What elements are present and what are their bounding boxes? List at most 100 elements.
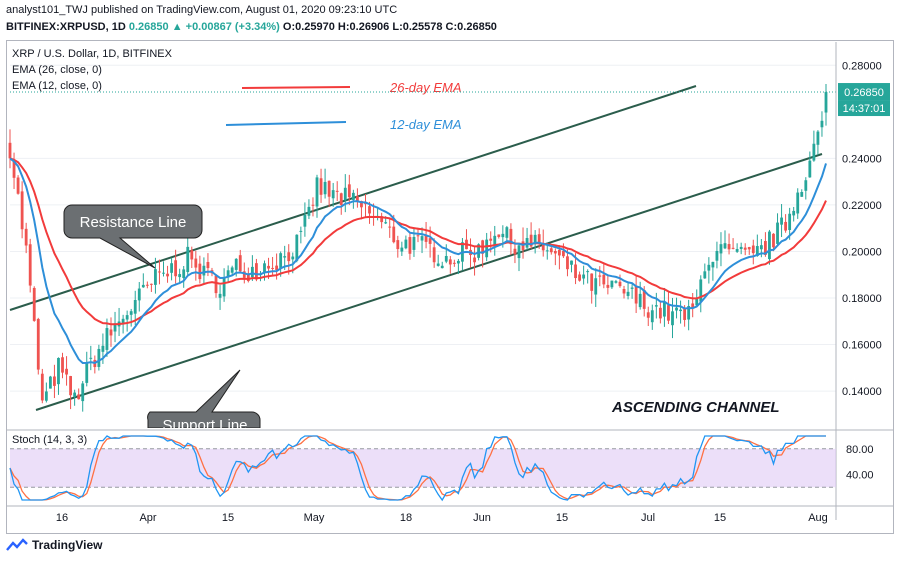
stoch-tick-label: 40.00 — [846, 469, 874, 481]
candle — [44, 391, 48, 401]
candle — [206, 261, 210, 269]
y-tick-label: 0.14000 — [842, 386, 882, 398]
candle — [570, 260, 573, 265]
candle — [691, 303, 695, 308]
chart-header: analyst101_TWJ published on TradingView.… — [0, 0, 900, 38]
chart-frame[interactable] — [6, 40, 894, 534]
candle — [618, 281, 622, 287]
stoch-tick-label: 80.00 — [846, 444, 874, 456]
candle — [85, 362, 89, 383]
ema26-legend[interactable]: EMA (26, close, 0) — [12, 64, 102, 76]
candle — [759, 245, 763, 250]
candle — [590, 273, 594, 291]
candle — [731, 247, 735, 249]
candle — [715, 250, 719, 261]
candle — [174, 260, 178, 277]
candle — [61, 357, 64, 373]
candle — [529, 234, 533, 247]
support-label: Support Line — [162, 417, 247, 434]
candle — [549, 248, 553, 253]
candle — [574, 264, 577, 279]
tradingview-logo-icon — [6, 538, 28, 551]
candle — [456, 260, 460, 264]
candle — [812, 143, 816, 161]
candle — [24, 228, 28, 246]
candle — [667, 305, 670, 321]
ema26-line — [9, 157, 827, 326]
candle — [81, 383, 85, 402]
candle — [182, 269, 186, 279]
candle — [347, 184, 351, 198]
candle — [69, 376, 73, 396]
y-tick-label: 0.20000 — [842, 246, 882, 258]
candle — [687, 306, 691, 320]
candle — [275, 265, 279, 271]
x-tick-label: 16 — [56, 512, 68, 524]
candle — [137, 288, 141, 301]
x-tick-label: 15 — [556, 512, 568, 524]
publisher-line: analyst101_TWJ published on TradingView.… — [6, 4, 398, 16]
candle — [323, 181, 327, 195]
candle — [436, 263, 440, 266]
candle — [121, 318, 125, 324]
candle — [388, 226, 392, 228]
candle — [489, 238, 493, 241]
candle — [360, 200, 363, 208]
y-tick-label: 0.16000 — [842, 340, 882, 352]
candle — [154, 269, 157, 285]
candle — [166, 273, 169, 277]
candle — [432, 247, 436, 263]
candle — [271, 267, 274, 269]
candle — [424, 235, 428, 242]
candle — [634, 285, 638, 304]
candle — [303, 214, 307, 227]
candle — [327, 180, 331, 197]
ema12-legend[interactable]: EMA (12, close, 0) — [12, 80, 102, 92]
candle — [485, 239, 489, 258]
chart-title: XRP / U.S. Dollar, 1D, BITFINEX — [12, 48, 172, 60]
candle — [36, 318, 40, 370]
candle — [448, 259, 452, 265]
candle — [335, 190, 339, 192]
candle — [133, 300, 137, 314]
candle — [97, 348, 101, 367]
candle — [723, 243, 727, 249]
candle — [339, 193, 343, 205]
candle — [816, 131, 820, 145]
candle — [158, 271, 161, 273]
candle — [125, 315, 129, 320]
candle — [20, 191, 24, 230]
candle — [440, 265, 444, 269]
candle — [452, 262, 456, 264]
candle — [614, 281, 618, 283]
candle — [796, 192, 800, 214]
candle — [234, 258, 238, 270]
candle — [311, 204, 315, 206]
candle — [598, 275, 602, 277]
candle — [562, 250, 565, 257]
candle — [763, 241, 767, 255]
candle — [650, 310, 654, 323]
candle — [594, 278, 598, 295]
candle — [735, 249, 739, 252]
candle — [109, 329, 113, 336]
candle — [368, 206, 371, 214]
x-tick-label: Aug — [808, 512, 828, 524]
ohlc-values: O:0.25970 H:0.26906 L:0.25578 C:0.26850 — [282, 21, 497, 33]
ascending-channel-label: ASCENDING CHANNEL — [611, 399, 780, 416]
ema12-label-swatch — [225, 121, 347, 126]
x-tick-label: May — [304, 512, 325, 524]
candle — [315, 177, 319, 207]
candle — [699, 279, 703, 302]
candle — [105, 328, 109, 350]
y-tick-label: 0.18000 — [842, 293, 882, 305]
candle — [73, 392, 77, 397]
candle — [8, 142, 12, 159]
tradingview-footer[interactable]: TradingView — [6, 538, 102, 552]
stoch-legend[interactable]: Stoch (14, 3, 3) — [12, 434, 88, 446]
candle — [638, 293, 642, 308]
candle — [582, 274, 586, 279]
candle — [444, 255, 448, 262]
candle — [711, 261, 715, 268]
